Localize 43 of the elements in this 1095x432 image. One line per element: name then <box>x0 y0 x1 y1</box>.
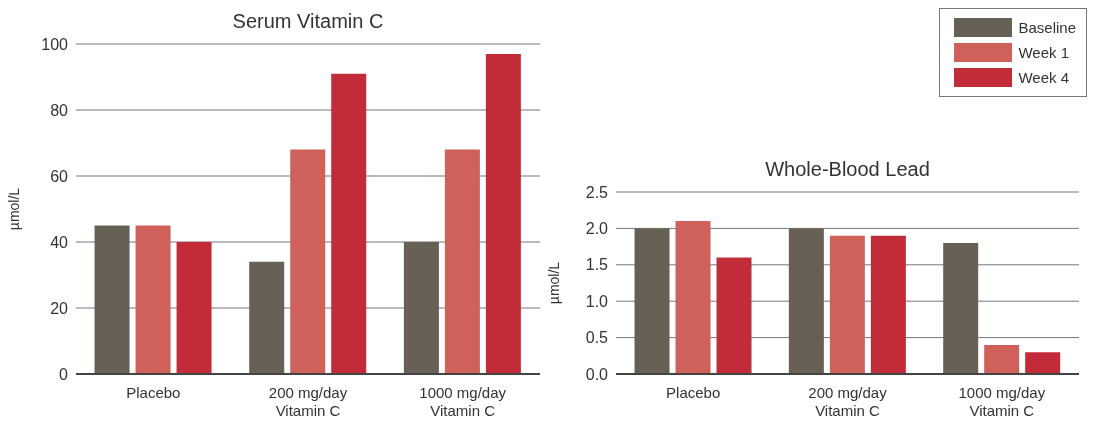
x-tick-label: 1000 mg/day Vitamin C <box>419 384 507 419</box>
y-tick-label: 60 <box>50 167 69 185</box>
bar <box>634 228 670 374</box>
bar <box>870 235 906 374</box>
bar <box>485 53 521 374</box>
x-tick-label: 200 mg/day Vitamin C <box>808 384 888 419</box>
bar <box>829 235 865 374</box>
y-tick-label: 100 <box>41 35 69 53</box>
y-tick-label: 2.5 <box>585 183 609 201</box>
legend-label: Week 4 <box>1018 69 1070 86</box>
bar <box>1025 352 1061 374</box>
x-tick-label: 200 mg/day Vitamin C <box>268 384 348 419</box>
bar <box>788 228 824 374</box>
y-tick-label: 0 <box>59 365 69 383</box>
bar <box>290 149 326 374</box>
y-tick-label: 0.5 <box>585 329 609 347</box>
y-axis-title: µmol/L <box>5 187 22 231</box>
chart-title: Serum Vitamin C <box>231 10 385 33</box>
bar <box>984 344 1020 374</box>
x-tick-label: 1000 mg/day Vitamin C <box>958 384 1046 419</box>
x-tick-label: Placebo <box>126 384 181 401</box>
y-tick-label: 80 <box>50 101 69 119</box>
bar <box>94 225 130 374</box>
y-tick-label: 40 <box>50 233 69 251</box>
chart-title: Whole-Blood Lead <box>764 158 931 181</box>
legend-label: Baseline <box>1018 19 1076 36</box>
bar <box>444 149 480 374</box>
bar <box>675 221 711 374</box>
y-tick-label: 0.0 <box>585 365 609 383</box>
bar <box>331 73 367 374</box>
y-tick-label: 2.0 <box>585 220 609 238</box>
bar <box>249 261 285 374</box>
bar <box>135 225 171 374</box>
bar <box>403 242 439 374</box>
bar <box>716 257 752 374</box>
bar <box>176 242 212 374</box>
y-axis-title: µmol/L <box>545 261 562 305</box>
bar <box>943 242 979 374</box>
y-tick-label: 1.5 <box>585 256 609 274</box>
y-tick-label: 1.0 <box>585 292 609 310</box>
x-tick-label: Placebo <box>666 384 721 401</box>
legend-label: Week 1 <box>1018 44 1070 61</box>
y-tick-label: 20 <box>50 299 69 317</box>
